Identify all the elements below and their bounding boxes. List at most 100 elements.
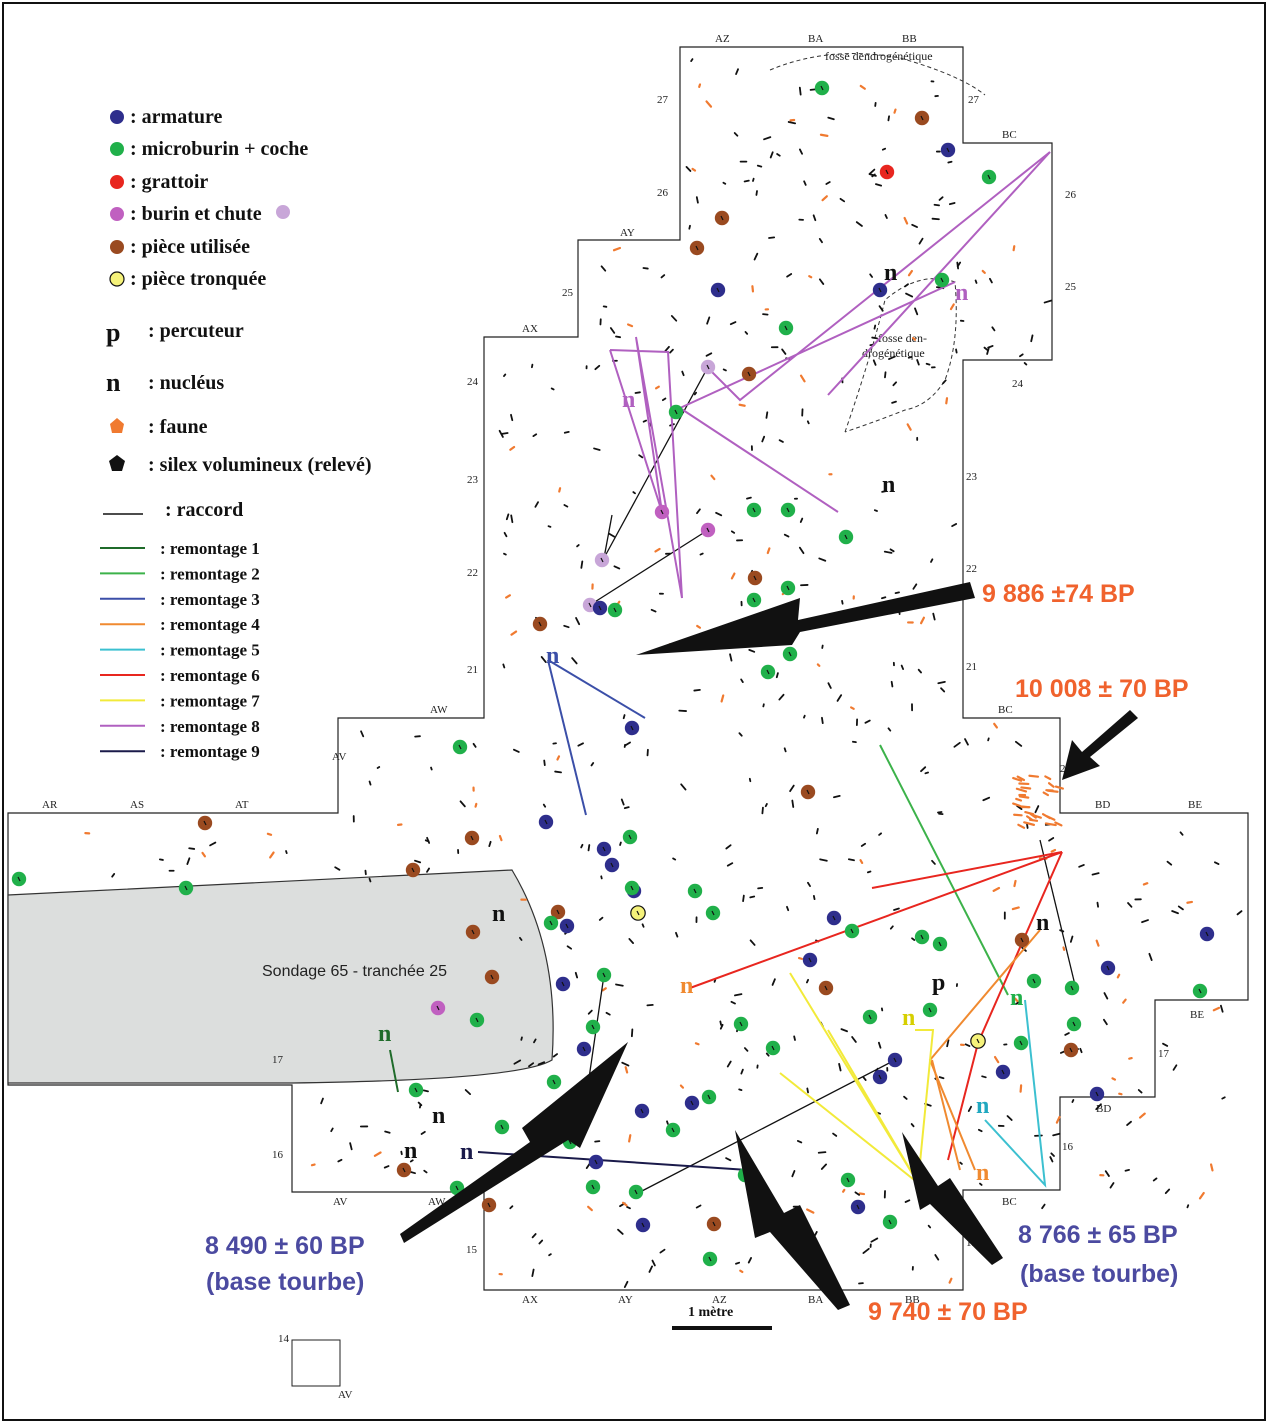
col-label: BE	[1188, 799, 1202, 811]
flint-mark	[870, 170, 875, 174]
col-label: AX	[522, 1294, 538, 1306]
flint-mark	[581, 845, 582, 848]
row-label: 27	[657, 94, 669, 106]
flint-mark	[782, 349, 785, 354]
flint-mark	[871, 1238, 877, 1241]
flint-mark	[643, 924, 644, 927]
fauna-mark	[823, 196, 827, 200]
fauna-mark	[951, 304, 954, 309]
fauna-mark	[740, 405, 745, 406]
flint-mark	[815, 1232, 817, 1235]
flint-mark	[636, 392, 640, 393]
row-label: 27	[968, 94, 980, 106]
fauna-mark	[995, 1057, 998, 1062]
fauna-mark	[506, 595, 510, 597]
nucleus-marker: n	[902, 1005, 915, 1031]
fauna-mark	[768, 548, 770, 553]
fauna-mark	[618, 602, 619, 604]
legend-grattoir-symbol	[110, 175, 124, 189]
flint-mark	[601, 876, 602, 878]
flint-mark	[735, 994, 742, 995]
flint-mark	[622, 799, 624, 804]
flint-mark	[874, 360, 876, 364]
flint-mark	[611, 328, 614, 333]
flint-mark	[885, 372, 886, 377]
fauna-mark	[656, 387, 659, 389]
remontage-3-line	[548, 660, 586, 815]
flint-mark	[904, 1097, 907, 1099]
remontage-6-line	[948, 852, 1062, 1160]
row-label: 16	[1062, 1141, 1074, 1153]
fauna-mark	[681, 1086, 683, 1088]
flint-mark	[753, 179, 754, 181]
legend-faune-label: : faune	[148, 416, 208, 438]
flint-mark	[840, 199, 844, 201]
flint-mark	[618, 1230, 623, 1234]
flint-mark	[625, 1282, 628, 1287]
legend-remontage-label: : remontage 6	[160, 666, 260, 685]
flint-mark	[1172, 911, 1178, 913]
flint-mark	[820, 859, 827, 860]
fosse-top-label: fosse dendrogénétique	[825, 49, 933, 63]
flint-mark	[874, 326, 875, 329]
flint-mark	[852, 1037, 856, 1042]
flint-mark	[808, 421, 809, 423]
fauna-mark	[950, 1279, 952, 1283]
fauna-mark	[1049, 783, 1054, 786]
flint-mark	[724, 369, 726, 370]
fauna-mark	[1187, 902, 1192, 903]
fauna-mark	[732, 574, 734, 579]
row-label: 17	[272, 1054, 284, 1066]
col-label: AY	[618, 1294, 633, 1306]
flint-mark	[879, 833, 881, 835]
remontage-8-line	[680, 408, 838, 512]
flint-mark	[834, 796, 840, 797]
flint-mark	[1051, 1153, 1054, 1156]
flint-mark	[767, 1054, 769, 1056]
flint-mark	[785, 535, 789, 537]
flint-mark	[670, 350, 673, 353]
flint-mark	[960, 1163, 962, 1164]
row-label: 24	[467, 376, 479, 388]
legend-nucleus-label: : nucléus	[148, 372, 224, 394]
flint-mark	[616, 336, 620, 337]
flint-mark	[533, 434, 536, 436]
fauna-mark	[740, 1271, 742, 1272]
flint-mark	[589, 845, 590, 850]
flint-mark	[730, 654, 731, 660]
flint-mark	[912, 938, 914, 940]
flint-mark	[609, 534, 614, 537]
flint-mark	[982, 1076, 986, 1077]
fauna-mark	[799, 958, 802, 959]
flint-mark	[576, 618, 579, 624]
flint-mark	[544, 761, 545, 766]
col-label: AY	[620, 227, 635, 239]
col-label: AV	[333, 1196, 348, 1208]
flint-mark	[565, 432, 569, 433]
flint-mark	[1237, 911, 1241, 914]
fauna-mark	[1214, 1008, 1219, 1010]
legend-remontage-label: : remontage 3	[160, 590, 260, 609]
remontage-8-line	[707, 152, 1050, 400]
remontage-5-line	[985, 1000, 1045, 1185]
flint-mark	[888, 728, 890, 730]
col-label: AV	[338, 1389, 353, 1401]
flint-mark	[728, 1062, 731, 1067]
flint-mark	[833, 1134, 836, 1136]
fauna-mark	[697, 626, 700, 628]
flint-mark	[938, 682, 945, 683]
flint-mark	[505, 533, 507, 536]
flint-mark	[983, 798, 989, 801]
flint-mark	[686, 167, 690, 171]
col-label: BC	[1002, 1196, 1017, 1208]
flint-mark	[331, 1128, 333, 1131]
flint-mark	[1025, 363, 1027, 365]
remontage-4-line	[932, 1060, 960, 1170]
flint-mark	[286, 851, 287, 853]
fauna-mark	[603, 988, 606, 990]
flint-mark	[950, 203, 955, 204]
row-label: 22	[467, 567, 478, 579]
remontage-3-line	[548, 660, 645, 718]
flint-mark	[893, 382, 896, 385]
flint-mark	[726, 845, 730, 848]
